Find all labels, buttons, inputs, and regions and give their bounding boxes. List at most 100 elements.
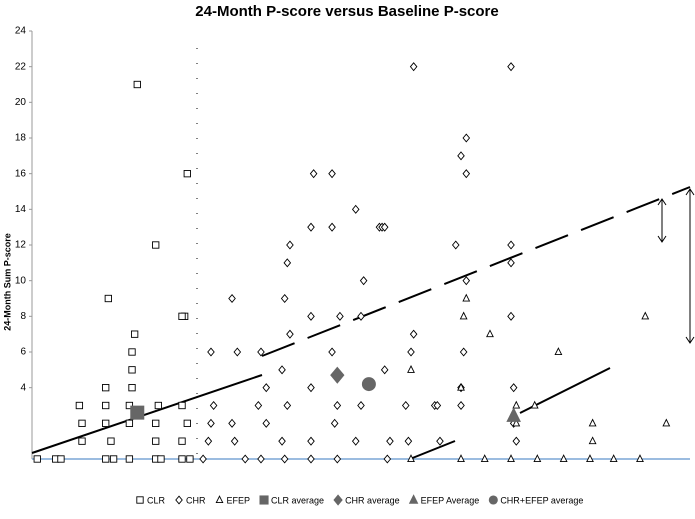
y-tick-label: 16 xyxy=(15,168,27,179)
series xyxy=(361,377,376,392)
point xyxy=(330,418,339,428)
y-tick-label: 12 xyxy=(15,240,27,251)
legend-item: EFEP Average xyxy=(408,494,479,505)
series xyxy=(33,80,194,463)
series xyxy=(199,62,521,464)
point xyxy=(128,366,136,374)
point xyxy=(109,455,118,463)
point xyxy=(357,400,365,411)
point xyxy=(280,293,289,304)
point xyxy=(328,347,336,357)
point xyxy=(512,400,521,409)
point xyxy=(333,454,342,464)
point xyxy=(254,400,263,411)
legend-swatch xyxy=(259,495,269,505)
point xyxy=(436,436,444,446)
point xyxy=(233,347,242,357)
point xyxy=(530,400,539,409)
point xyxy=(457,400,465,411)
point xyxy=(328,169,336,179)
point xyxy=(554,347,563,356)
point xyxy=(230,436,239,446)
point xyxy=(407,347,415,357)
point xyxy=(309,169,318,179)
y-tick-label: 22 xyxy=(15,61,27,72)
legend-item: CHR xyxy=(175,495,206,505)
legend-swatch xyxy=(175,495,183,505)
legend-swatch xyxy=(136,496,144,504)
point xyxy=(228,293,236,304)
point xyxy=(278,436,286,446)
point xyxy=(451,240,460,250)
point xyxy=(307,222,315,232)
point xyxy=(128,384,136,392)
point xyxy=(78,419,86,427)
point xyxy=(401,400,410,411)
legend-label: CLR xyxy=(147,495,166,505)
point xyxy=(102,455,110,463)
point xyxy=(433,400,442,411)
point xyxy=(307,311,315,321)
legend-item: CLR xyxy=(136,495,166,505)
series xyxy=(506,407,521,422)
point xyxy=(262,418,271,428)
legend-label: CHR average xyxy=(345,495,400,505)
point xyxy=(351,436,360,446)
point xyxy=(462,133,471,143)
point xyxy=(107,437,115,445)
point xyxy=(286,240,294,250)
y-tick-label: 10 xyxy=(15,275,27,286)
point xyxy=(130,405,145,420)
point xyxy=(204,436,213,446)
point xyxy=(78,437,86,445)
point xyxy=(512,436,521,446)
point xyxy=(157,455,165,463)
point xyxy=(507,240,515,250)
point xyxy=(128,348,136,356)
point xyxy=(588,436,597,445)
point xyxy=(199,454,207,464)
point xyxy=(380,222,389,232)
point xyxy=(307,454,315,464)
point xyxy=(609,454,618,463)
y-axis-label: 24-Month Sum P-score xyxy=(2,233,12,331)
legend-item: CHR average xyxy=(333,494,400,506)
point xyxy=(486,329,494,338)
point xyxy=(507,454,515,463)
chart-title: 24-Month P-score versus Baseline P-score xyxy=(195,3,498,20)
point xyxy=(228,418,236,428)
point xyxy=(386,436,394,446)
point xyxy=(533,454,542,463)
point xyxy=(636,454,644,463)
series xyxy=(130,405,145,420)
point xyxy=(278,365,286,375)
point xyxy=(507,62,515,72)
point xyxy=(351,204,360,214)
point xyxy=(178,312,186,320)
point xyxy=(336,311,344,321)
point xyxy=(307,436,315,446)
legend-item: CHR+EFEP average xyxy=(488,495,583,505)
point xyxy=(257,454,265,464)
point xyxy=(154,401,162,410)
trend-line xyxy=(409,440,456,460)
point xyxy=(359,276,368,286)
point xyxy=(407,454,415,463)
point xyxy=(257,347,265,357)
legend-item: EFEP xyxy=(215,495,251,505)
point xyxy=(333,400,342,411)
point xyxy=(662,418,671,427)
point xyxy=(507,311,515,321)
legend-label: EFEP xyxy=(227,495,251,505)
point xyxy=(133,80,141,89)
point xyxy=(462,276,471,286)
point xyxy=(641,311,650,320)
point xyxy=(57,455,65,463)
point xyxy=(152,437,160,445)
point xyxy=(457,151,465,161)
point xyxy=(462,169,471,179)
point xyxy=(283,400,292,411)
legend-item: CLR average xyxy=(259,495,324,505)
point xyxy=(409,329,418,339)
series xyxy=(330,366,345,384)
